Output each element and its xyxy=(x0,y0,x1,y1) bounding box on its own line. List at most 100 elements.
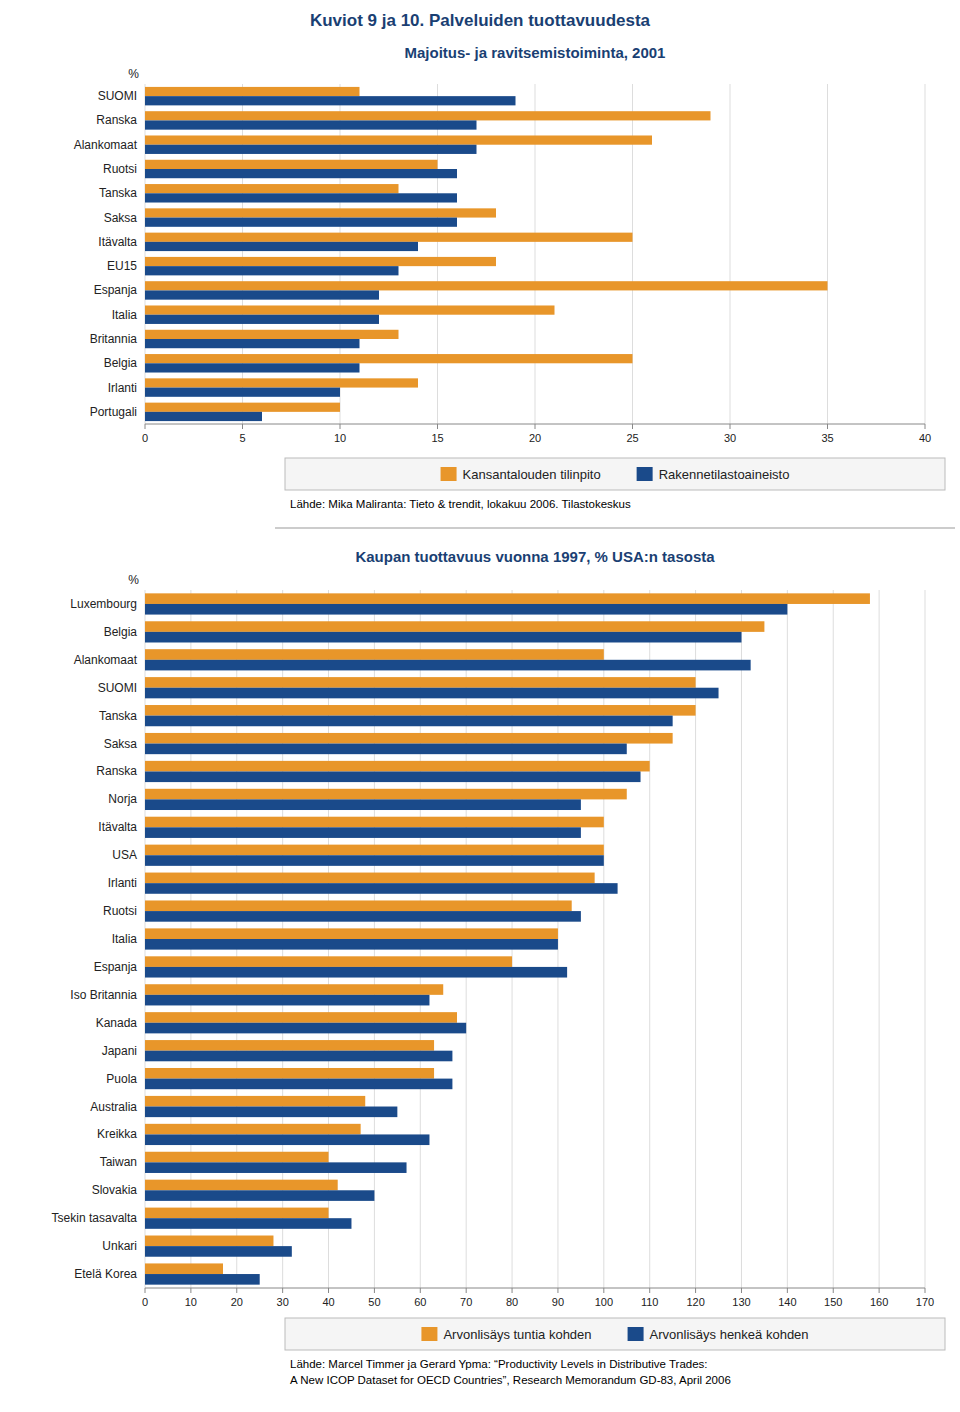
category-label: Portugali xyxy=(90,405,137,419)
bar xyxy=(145,1040,434,1051)
bar xyxy=(145,257,496,266)
chart-title: Kaupan tuottavuus vuonna 1997, % USA:n t… xyxy=(355,548,715,565)
bar xyxy=(145,649,604,660)
grid-line xyxy=(242,84,243,424)
tick-mark xyxy=(145,424,146,429)
chart: Kaupan tuottavuus vuonna 1997, % USA:n t… xyxy=(52,548,945,1386)
bar xyxy=(145,817,604,828)
tick-mark xyxy=(466,1288,467,1293)
bar xyxy=(145,233,633,242)
bars xyxy=(145,593,870,1284)
bar xyxy=(145,96,516,105)
main-title: Kuviot 9 ja 10. Palveluiden tuottavuudes… xyxy=(310,11,651,30)
bar xyxy=(145,1180,338,1191)
bar xyxy=(145,184,399,193)
bar xyxy=(145,827,581,838)
category-label: Japani xyxy=(102,1044,137,1058)
bar xyxy=(145,1124,361,1135)
bar xyxy=(145,761,650,772)
category-label: Tanska xyxy=(99,709,137,723)
tick-label: 40 xyxy=(919,432,931,444)
bar xyxy=(145,193,457,202)
bar xyxy=(145,621,764,632)
legend-swatch xyxy=(441,467,457,481)
legend-label: Arvonlisäys tuntia kohden xyxy=(443,1327,591,1342)
bar xyxy=(145,593,870,604)
category-label: Tanska xyxy=(99,186,137,200)
tick-label: 5 xyxy=(239,432,245,444)
source-line: A New ICOP Dataset for OECD Countries”, … xyxy=(290,1374,731,1386)
grid-line xyxy=(879,590,880,1288)
tick-label: 20 xyxy=(529,432,541,444)
category-label: Ruotsi xyxy=(103,904,137,918)
bar xyxy=(145,135,652,144)
tick-mark xyxy=(925,424,926,429)
tick-mark xyxy=(145,1288,146,1293)
source: Lähde: Mika Maliranta: Tieto & trendit, … xyxy=(290,498,631,510)
tick-mark xyxy=(833,1288,834,1293)
bar xyxy=(145,677,696,688)
bar xyxy=(145,799,581,810)
category-label: SUOMI xyxy=(98,681,137,695)
figure: Kuviot 9 ja 10. Palveluiden tuottavuudes… xyxy=(0,0,960,1412)
bar xyxy=(145,845,604,856)
tick-mark xyxy=(535,424,536,429)
tick-mark xyxy=(827,424,828,429)
category-label: Saksa xyxy=(104,211,138,225)
grid-line xyxy=(340,84,341,424)
legend-swatch xyxy=(421,1327,437,1341)
grid-line xyxy=(437,84,438,424)
bar xyxy=(145,716,673,727)
bar xyxy=(145,1263,223,1274)
bar xyxy=(145,928,558,939)
category-label: Italia xyxy=(112,308,138,322)
page: {"title": "Kuviot 9 ja 10. Palveluiden t… xyxy=(0,0,960,1412)
bar xyxy=(145,873,595,884)
tick-mark xyxy=(741,1288,742,1293)
tick-mark xyxy=(787,1288,788,1293)
bar xyxy=(145,967,567,978)
category-label: Luxembourg xyxy=(70,597,137,611)
category-label: Itävalta xyxy=(98,235,137,249)
tick-mark xyxy=(340,424,341,429)
divider xyxy=(275,528,955,529)
bar xyxy=(145,1208,329,1219)
grid-line xyxy=(741,590,742,1288)
bar xyxy=(145,1079,452,1090)
bar xyxy=(145,145,477,154)
category-label: EU15 xyxy=(107,259,137,273)
bar xyxy=(145,1096,365,1107)
chart: Majoitus- ja ravitsemistoiminta, 2001%05… xyxy=(74,44,945,510)
category-label: Australia xyxy=(90,1100,137,1114)
category-label: Espanja xyxy=(94,960,138,974)
bar xyxy=(145,911,581,922)
bar xyxy=(145,290,379,299)
grid-line xyxy=(925,590,926,1288)
grid-line xyxy=(632,84,633,424)
category-label: Kreikka xyxy=(97,1127,137,1141)
legend-item: Arvonlisäys henkeä kohden xyxy=(628,1327,809,1342)
tick-mark xyxy=(632,424,633,429)
bar xyxy=(145,1162,407,1173)
bar xyxy=(145,1274,260,1285)
legend: Arvonlisäys tuntia kohden Arvonlisäys hen… xyxy=(285,1318,945,1350)
legend-box xyxy=(285,458,945,490)
tick-label: 70 xyxy=(460,1296,472,1308)
bar xyxy=(145,744,627,755)
category-label: Taiwan xyxy=(100,1155,137,1169)
legend-swatch xyxy=(628,1327,644,1341)
grid-line xyxy=(730,84,731,424)
tick-label: 120 xyxy=(686,1296,704,1308)
bar xyxy=(145,771,641,782)
bar xyxy=(145,1068,434,1079)
bar xyxy=(145,855,604,866)
bar xyxy=(145,604,787,615)
grid-line xyxy=(145,84,146,424)
tick-mark xyxy=(603,1288,604,1293)
tick-mark xyxy=(236,1288,237,1293)
tick-mark xyxy=(242,424,243,429)
tick-label: 10 xyxy=(185,1296,197,1308)
legend-label: Kansantalouden tilinpito xyxy=(463,467,601,482)
bar xyxy=(145,1107,397,1118)
tick-label: 80 xyxy=(506,1296,518,1308)
